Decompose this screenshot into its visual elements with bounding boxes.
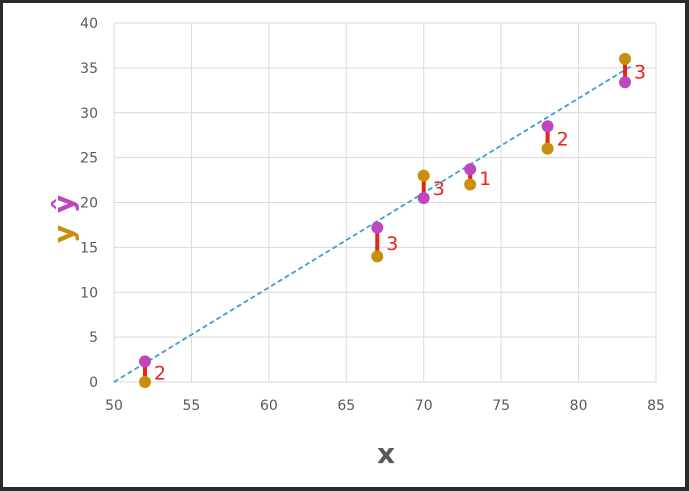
grid-lines (113, 22, 657, 383)
observed-point (619, 52, 632, 65)
predicted-point (138, 355, 151, 368)
residual-label: 2 (557, 128, 569, 150)
observed-point (417, 169, 430, 182)
y-tick-label: 40 (80, 16, 98, 32)
y-tick-label: 30 (80, 106, 98, 122)
y-tick-label: 15 (80, 240, 98, 256)
observed-point (541, 142, 554, 155)
x-tick-label: 70 (415, 398, 433, 414)
y-axis-label-predicted: ŷ (47, 195, 80, 213)
predicted-point (541, 120, 554, 133)
y-tick-label: 35 (80, 61, 98, 77)
residual-label: 2 (154, 363, 166, 385)
residual-label: 1 (479, 168, 491, 190)
y-tick-label: 20 (80, 196, 98, 212)
predicted-point (619, 76, 632, 89)
y-tick-label: 25 (80, 151, 98, 167)
residual-label: 3 (433, 178, 445, 200)
y-axis-label: y ŷ (47, 195, 80, 243)
x-axis-label: x (377, 437, 395, 470)
x-tick-label: 80 (570, 398, 588, 414)
x-tick-label: 60 (260, 398, 278, 414)
observed-point (464, 178, 477, 191)
y-tick-label: 0 (89, 375, 98, 391)
y-tick-label: 5 (89, 330, 98, 346)
y-axis-label-observed: y (47, 225, 80, 243)
predicted-point (417, 192, 430, 205)
residual-labels: 2 3 3 1 2 3 (154, 62, 646, 385)
y-tick-label: 10 (80, 285, 98, 301)
observed-point (138, 376, 151, 388)
residual-label: 3 (634, 62, 646, 84)
observed-point (371, 250, 384, 263)
x-tick-label: 85 (647, 398, 665, 414)
predicted-point (464, 163, 477, 176)
x-tick-label: 55 (183, 398, 201, 414)
x-tick-label: 65 (337, 398, 355, 414)
data-points (138, 52, 632, 388)
residual-segments (142, 58, 628, 382)
predicted-point (371, 221, 384, 234)
regression-line (113, 64, 634, 383)
x-tick-label: 50 (105, 398, 123, 414)
residual-label: 3 (386, 233, 398, 255)
x-tick-label: 75 (492, 398, 510, 414)
tick-labels: 50 55 60 65 70 75 80 85 0 5 10 15 20 25 30 35 40 (80, 16, 665, 414)
